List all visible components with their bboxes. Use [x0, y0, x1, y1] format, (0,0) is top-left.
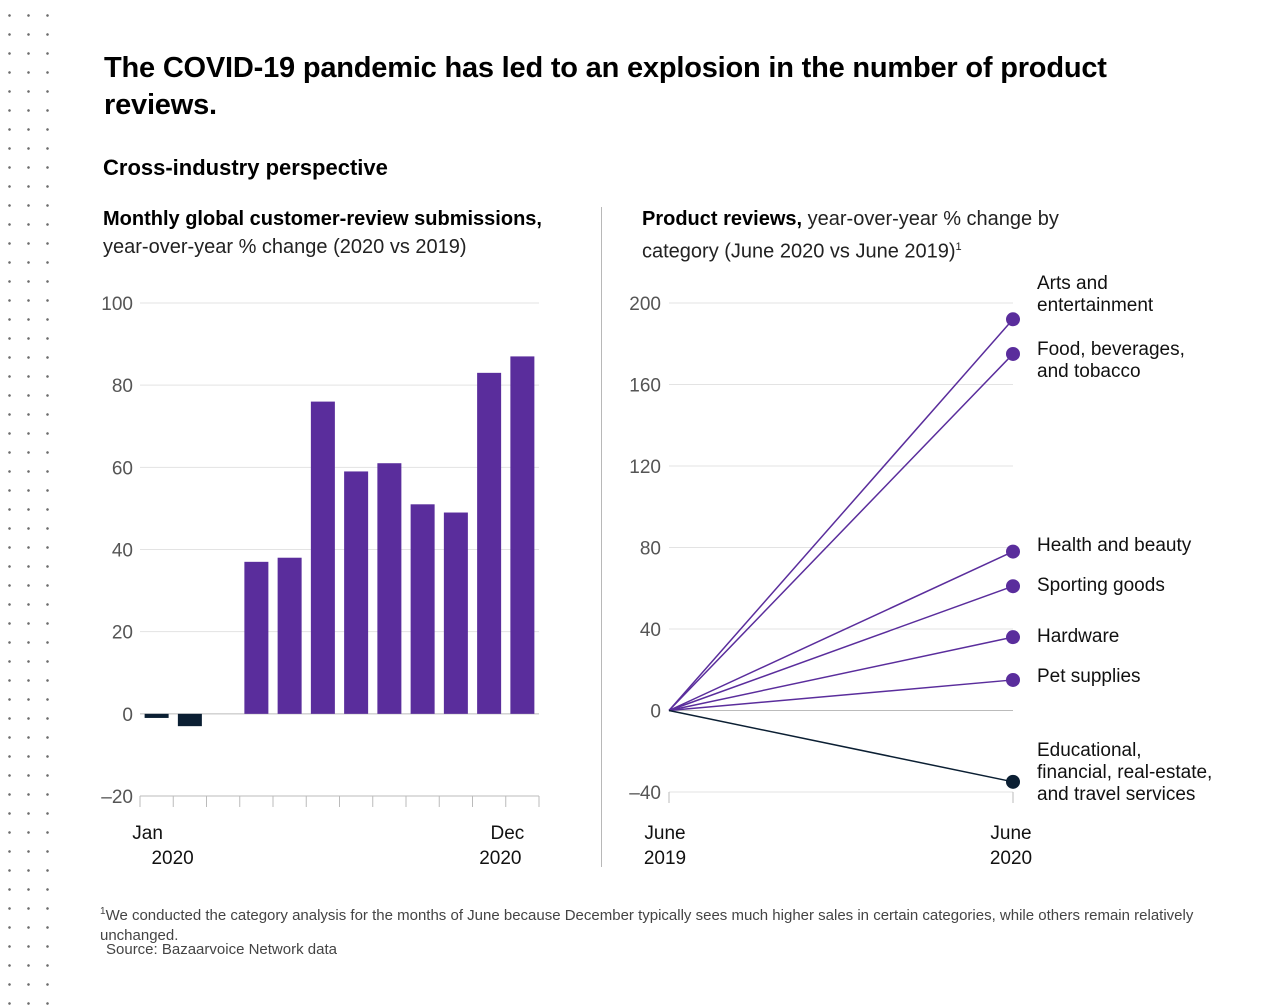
- series-line-1: [668, 353, 1014, 712]
- series-end-point-0: [1006, 312, 1020, 327]
- x-label-start-year: 2019: [644, 848, 686, 869]
- x-label-last-year: 2020: [479, 848, 521, 869]
- category-label: Arts and entertainment: [1037, 273, 1154, 316]
- panel-divider: [601, 207, 602, 867]
- y-tick-label: 100: [101, 294, 133, 315]
- series-line-4: [668, 636, 1014, 712]
- bar-aug-2020: [377, 463, 402, 714]
- y-tick-label: 40: [112, 541, 133, 562]
- line-chart-title: Product reviews, year-over-year % change…: [642, 205, 1122, 266]
- dot-pattern-decoration: [0, 0, 56, 1006]
- category-label: Sporting goods: [1037, 575, 1165, 596]
- series-end-point-3: [1006, 579, 1020, 594]
- y-tick-label: 80: [112, 376, 133, 397]
- series-line-0: [668, 318, 1014, 711]
- series-end-point-5: [1006, 672, 1020, 687]
- footnote-text: We conducted the category analysis for t…: [100, 907, 1194, 944]
- y-tick-label: –20: [101, 787, 133, 808]
- y-tick-label: 0: [122, 705, 133, 726]
- category-label: Health and beauty: [1037, 535, 1192, 556]
- series-end-point-1: [1006, 346, 1020, 361]
- line-chart-title-bold: Product reviews,: [642, 208, 803, 230]
- series-line-6: [668, 709, 1014, 783]
- bar-chart-title-rest: year-over-year % change (2020 vs 2019): [103, 236, 467, 258]
- bar-feb-2020: [177, 713, 202, 727]
- footnote-number: 1: [100, 906, 106, 917]
- bar-jun-2020: [310, 401, 335, 714]
- series-end-point-4: [1006, 630, 1020, 645]
- y-tick-label: 160: [629, 376, 661, 397]
- footnote: 1We conducted the category analysis for …: [100, 902, 1210, 946]
- y-tick-label: 200: [629, 294, 661, 315]
- x-label-start-month: June: [644, 823, 685, 844]
- bar-oct-2020: [443, 512, 468, 714]
- category-label: Food, beverages, and tobacco: [1037, 339, 1185, 382]
- bar-chart: 100 80 60 40 20 0 –20 Jan 2020 Dec 2020: [101, 294, 540, 869]
- y-tick-label: 60: [112, 458, 133, 479]
- line-chart-title-rest: year-over-year % change by category (Jun…: [642, 208, 1059, 263]
- series-line-2: [668, 550, 1014, 712]
- footnote-marker: 1: [955, 241, 962, 253]
- x-label-end-month: June: [990, 823, 1031, 844]
- bar-sep-2020: [410, 504, 435, 714]
- bar-dec-2020: [510, 356, 535, 714]
- series-end-point-2: [1006, 544, 1020, 559]
- y-tick-label: 40: [640, 620, 661, 641]
- bar-jan-2020: [144, 713, 169, 718]
- series-end-point-6: [1006, 774, 1020, 789]
- y-tick-label: –40: [629, 783, 661, 804]
- x-label-first-year: 2020: [151, 848, 193, 869]
- bar-nov-2020: [477, 372, 502, 714]
- x-label-last-month: Dec: [490, 823, 524, 844]
- bar-chart-title: Monthly global customer-review submissio…: [103, 205, 583, 261]
- y-tick-label: 20: [112, 623, 133, 644]
- page-subtitle: Cross-industry perspective: [103, 155, 388, 180]
- y-tick-label: 0: [650, 702, 661, 723]
- bar-may-2020: [277, 557, 302, 714]
- category-label: Educational, financial, real-estate, and…: [1037, 740, 1213, 805]
- bar-chart-title-bold: Monthly global customer-review submissio…: [103, 208, 542, 230]
- x-label-first-month: Jan: [132, 823, 163, 844]
- y-tick-label: 80: [640, 539, 661, 560]
- series-line-3: [668, 585, 1014, 712]
- y-tick-label: 120: [629, 457, 661, 478]
- bar-apr-2020: [244, 561, 269, 714]
- x-label-end-year: 2020: [990, 848, 1032, 869]
- category-label: Pet supplies: [1037, 666, 1141, 687]
- page-title: The COVID-19 pandemic has led to an expl…: [104, 52, 1107, 121]
- series-line-5: [668, 679, 1014, 712]
- bar-jul-2020: [344, 471, 369, 714]
- source-note: Source: Bazaarvoice Network data: [106, 941, 337, 958]
- category-label: Hardware: [1037, 626, 1120, 647]
